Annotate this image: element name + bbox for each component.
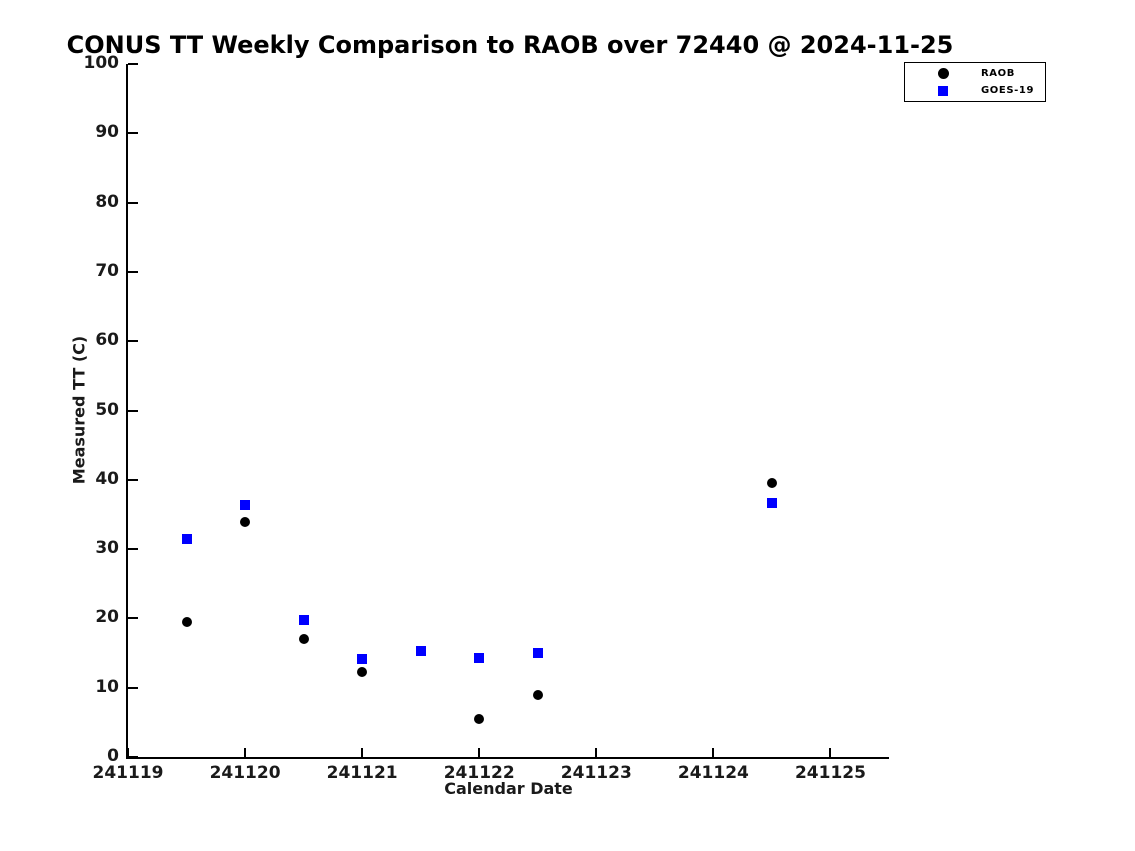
y-tick-label: 100: [83, 53, 120, 73]
data-point-raob: [298, 634, 309, 645]
data-point-raob: [766, 478, 777, 489]
square-marker-icon: [938, 85, 948, 96]
legend-marker-cell: [905, 67, 981, 79]
x-tick-label: 241122: [443, 763, 515, 783]
y-tick-label: 10: [95, 676, 119, 697]
x-tick: [595, 748, 598, 757]
data-point-goes-19: [532, 648, 543, 659]
data-point-raob: [240, 517, 251, 528]
legend: RAOB GOES-19: [904, 62, 1046, 102]
y-tick-label: 60: [95, 330, 119, 351]
y-tick-label: 50: [95, 399, 119, 420]
y-tick-label: 70: [95, 260, 119, 281]
y-axis-label: Measured TT (C): [69, 335, 89, 485]
y-tick-label: 30: [95, 538, 119, 559]
data-point-goes-19: [415, 645, 426, 656]
y-tick: [128, 270, 138, 273]
data-point-goes-19: [474, 652, 485, 663]
x-tick-label: 241120: [209, 763, 281, 783]
data-point-goes-19: [181, 534, 192, 545]
x-axis-spine: [126, 757, 889, 759]
y-tick: [128, 756, 138, 758]
y-tick-label: 40: [95, 468, 119, 489]
y-tick-label: 90: [95, 122, 119, 143]
x-tick-label: 241124: [677, 763, 749, 783]
y-tick: [128, 548, 138, 551]
legend-marker-cell: [905, 85, 981, 96]
legend-label: RAOB: [981, 67, 1015, 79]
x-tick: [127, 748, 129, 757]
circle-marker-icon: [937, 67, 949, 79]
data-point-raob: [474, 713, 485, 724]
data-point-raob: [532, 689, 543, 700]
legend-item-goes-19: GOES-19: [905, 83, 1045, 98]
x-axis-label: Calendar Date: [444, 779, 573, 798]
x-tick: [478, 748, 481, 757]
plot-area: 241119 241120 241121 241122 241123 241124 2411…: [84, 53, 889, 783]
x-tick-label: 241123: [560, 763, 632, 783]
legend-label: GOES-19: [981, 85, 1035, 97]
x-tick: [244, 748, 247, 757]
data-point-goes-19: [298, 615, 309, 626]
y-tick: [128, 617, 138, 620]
y-tick: [128, 686, 138, 689]
y-tick: [128, 409, 138, 412]
y-tick: [128, 340, 138, 343]
y-tick: [128, 201, 138, 204]
y-tick: [128, 478, 138, 481]
x-tick: [712, 748, 715, 757]
y-tick: [128, 63, 138, 65]
data-point-raob: [181, 616, 192, 627]
x-tick-label: 241121: [326, 763, 398, 783]
y-tick-label: 80: [95, 191, 119, 212]
data-point-goes-19: [766, 498, 777, 509]
x-tick: [361, 748, 364, 757]
data-point-goes-19: [240, 500, 251, 511]
data-point-raob: [357, 667, 368, 678]
x-tick-label: 241119: [92, 763, 164, 783]
legend-item-raob: RAOB: [905, 66, 1045, 81]
y-tick: [128, 132, 138, 135]
y-tick-label: 0: [107, 746, 119, 766]
y-axis-spine: [126, 64, 128, 759]
y-tick-label: 20: [95, 607, 119, 628]
x-tick-label: 241125: [794, 763, 866, 783]
chart-title: CONUS TT Weekly Comparison to RAOB over …: [66, 31, 954, 59]
data-point-goes-19: [357, 654, 368, 665]
x-tick: [829, 748, 832, 757]
